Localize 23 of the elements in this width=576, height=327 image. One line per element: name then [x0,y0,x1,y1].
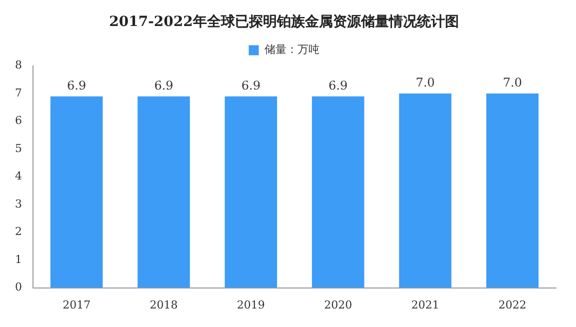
data-label: 6.9 [154,78,174,92]
x-tick-label: 2020 [324,298,352,312]
data-label: 6.9 [67,78,86,92]
x-tick-label: 2018 [150,298,178,312]
y-tick-label: 1 [15,252,22,266]
data-label: 6.9 [241,78,260,92]
legend-label: 储量：万吨 [264,43,320,56]
chart-title: 2017-2022年全球已探明铂族金属资源储量情况统计图 [109,13,459,30]
y-tick-label: 5 [15,142,22,155]
x-tick-label: 2022 [498,298,526,312]
data-label: 7.0 [416,76,435,90]
y-tick-label: 2 [15,225,22,238]
y-tick-label: 6 [15,114,22,128]
data-label: 6.9 [328,78,348,92]
x-tick-label: 2021 [411,298,440,312]
y-tick-label: 0 [15,280,22,294]
y-tick-label: 7 [15,86,22,100]
data-label: 7.0 [502,76,522,90]
y-tick-label: 8 [15,58,22,72]
x-tick-label: 2019 [236,298,265,312]
x-tick-label: 2017 [62,298,91,312]
y-tick-label: 3 [15,197,22,210]
y-tick-label: 4 [15,170,22,183]
